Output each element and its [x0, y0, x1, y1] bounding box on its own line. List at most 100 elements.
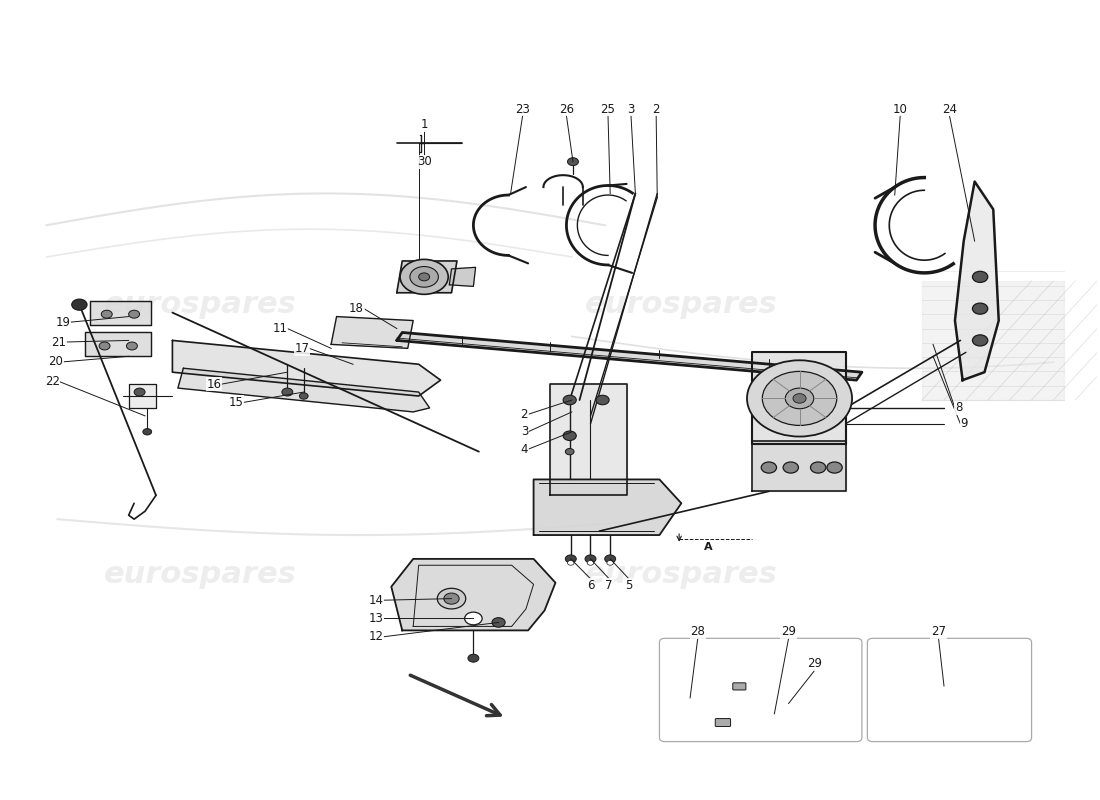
Polygon shape	[955, 182, 999, 380]
FancyBboxPatch shape	[868, 638, 1032, 742]
Text: 5: 5	[625, 578, 632, 592]
Text: eurospares: eurospares	[103, 290, 296, 319]
Text: 18: 18	[349, 302, 364, 315]
Circle shape	[596, 395, 609, 405]
Polygon shape	[173, 341, 441, 396]
Text: 30: 30	[417, 155, 431, 168]
Text: 3: 3	[520, 426, 528, 438]
Text: 15: 15	[229, 396, 243, 409]
Text: eurospares: eurospares	[585, 290, 778, 319]
Circle shape	[605, 555, 616, 563]
Text: eurospares: eurospares	[103, 560, 296, 590]
Polygon shape	[752, 442, 846, 491]
Circle shape	[972, 335, 988, 346]
Polygon shape	[449, 267, 475, 286]
Circle shape	[410, 266, 439, 287]
Circle shape	[126, 342, 138, 350]
Text: eurospares: eurospares	[585, 560, 778, 590]
Text: 9: 9	[960, 418, 968, 430]
Text: 2: 2	[652, 102, 660, 115]
Circle shape	[99, 342, 110, 350]
Polygon shape	[922, 281, 1065, 400]
Circle shape	[129, 310, 140, 318]
FancyBboxPatch shape	[733, 683, 746, 690]
Circle shape	[568, 561, 574, 566]
Circle shape	[884, 710, 904, 725]
Circle shape	[72, 299, 87, 310]
Circle shape	[585, 555, 596, 563]
Polygon shape	[392, 559, 556, 630]
Circle shape	[468, 654, 478, 662]
Circle shape	[101, 310, 112, 318]
Polygon shape	[752, 352, 846, 444]
Circle shape	[563, 431, 576, 441]
Text: 13: 13	[368, 612, 384, 625]
Text: A: A	[704, 542, 713, 552]
Circle shape	[793, 394, 806, 403]
Text: 29: 29	[807, 657, 823, 670]
Circle shape	[972, 303, 988, 314]
Text: 27: 27	[931, 626, 946, 638]
Polygon shape	[550, 384, 627, 495]
Circle shape	[400, 259, 448, 294]
Text: 3: 3	[627, 102, 635, 115]
Polygon shape	[90, 301, 151, 325]
Text: 26: 26	[559, 102, 574, 115]
Text: 14: 14	[368, 594, 384, 606]
Circle shape	[419, 273, 430, 281]
Polygon shape	[85, 333, 151, 356]
Text: 24: 24	[942, 102, 957, 115]
Circle shape	[299, 393, 308, 399]
Text: 23: 23	[515, 102, 530, 115]
Circle shape	[811, 462, 826, 473]
Circle shape	[492, 618, 505, 627]
Circle shape	[443, 593, 459, 604]
Text: 4: 4	[520, 442, 528, 456]
Circle shape	[983, 667, 1003, 682]
Circle shape	[438, 588, 465, 609]
Circle shape	[761, 462, 777, 473]
Text: 10: 10	[893, 102, 907, 115]
Text: 16: 16	[207, 378, 222, 390]
Circle shape	[772, 712, 788, 723]
Text: 19: 19	[56, 316, 70, 329]
Circle shape	[565, 555, 576, 563]
Polygon shape	[534, 479, 681, 535]
Text: 21: 21	[52, 335, 66, 349]
Text: 20: 20	[48, 355, 63, 368]
Circle shape	[587, 561, 594, 566]
Polygon shape	[331, 317, 414, 348]
Text: 28: 28	[691, 626, 705, 638]
Circle shape	[282, 388, 293, 396]
Text: 29: 29	[781, 626, 796, 638]
Circle shape	[134, 388, 145, 396]
Text: 7: 7	[605, 578, 613, 592]
Text: 25: 25	[601, 102, 615, 115]
Text: 2: 2	[520, 408, 528, 421]
Circle shape	[563, 395, 576, 405]
Text: 6: 6	[586, 578, 594, 592]
Text: 1: 1	[420, 118, 428, 131]
Circle shape	[679, 696, 694, 707]
Circle shape	[607, 561, 614, 566]
Circle shape	[747, 360, 852, 437]
Polygon shape	[129, 384, 156, 408]
Circle shape	[762, 371, 837, 426]
Text: 17: 17	[294, 342, 309, 355]
Circle shape	[568, 158, 579, 166]
Polygon shape	[397, 261, 456, 293]
Circle shape	[785, 388, 814, 409]
Text: 22: 22	[45, 375, 59, 388]
Text: 8: 8	[955, 402, 962, 414]
Circle shape	[781, 700, 796, 711]
Circle shape	[827, 462, 843, 473]
FancyBboxPatch shape	[715, 718, 730, 726]
Circle shape	[972, 271, 988, 282]
Text: 11: 11	[273, 322, 287, 335]
Circle shape	[464, 612, 482, 625]
Polygon shape	[397, 333, 862, 380]
Polygon shape	[178, 368, 430, 412]
FancyBboxPatch shape	[659, 638, 862, 742]
Text: 12: 12	[368, 630, 384, 643]
Circle shape	[783, 462, 799, 473]
